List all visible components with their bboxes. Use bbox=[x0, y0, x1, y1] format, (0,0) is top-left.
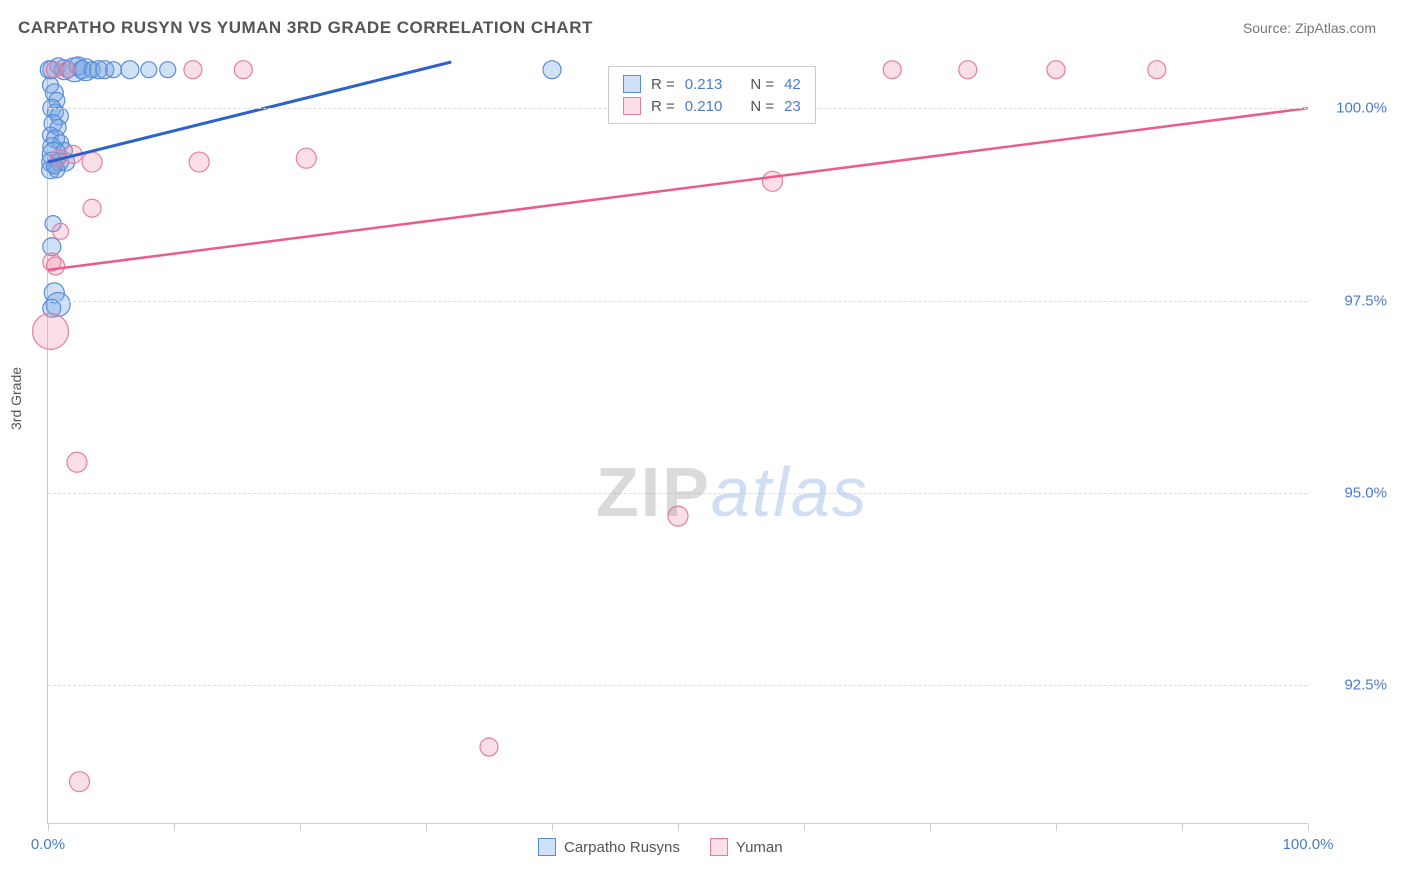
data-point bbox=[33, 313, 69, 349]
correlation-legend: R = 0.213 N = 42 R = 0.210 N = 23 bbox=[608, 66, 816, 124]
x-tick bbox=[1308, 823, 1309, 831]
y-axis-label: 3rd Grade bbox=[8, 367, 24, 430]
series-legend-item: Yuman bbox=[710, 838, 783, 856]
legend-row: R = 0.210 N = 23 bbox=[623, 95, 801, 117]
y-tick-label: 95.0% bbox=[1317, 485, 1387, 502]
x-tick bbox=[804, 823, 805, 831]
x-tick bbox=[300, 823, 301, 831]
x-tick-label: 0.0% bbox=[31, 836, 65, 853]
data-point bbox=[121, 61, 139, 79]
legend-n-label: N = bbox=[750, 76, 774, 93]
legend-n-value: 23 bbox=[784, 98, 801, 115]
data-point bbox=[160, 62, 176, 78]
x-tick bbox=[1056, 823, 1057, 831]
data-point bbox=[959, 61, 977, 79]
x-tick bbox=[426, 823, 427, 831]
plot-area: 92.5%95.0%97.5%100.0%0.0%100.0% ZIPatlas… bbox=[47, 62, 1307, 824]
grid-line bbox=[48, 493, 1307, 494]
series-legend: Carpatho Rusyns Yuman bbox=[538, 838, 783, 856]
x-tick bbox=[552, 823, 553, 831]
x-tick bbox=[678, 823, 679, 831]
data-point bbox=[106, 62, 122, 78]
data-point bbox=[234, 61, 252, 79]
legend-swatch bbox=[623, 97, 641, 115]
grid-line bbox=[48, 685, 1307, 686]
chart-header: CARPATHO RUSYN VS YUMAN 3RD GRADE CORREL… bbox=[0, 0, 1406, 46]
data-point bbox=[480, 738, 498, 756]
y-tick-label: 100.0% bbox=[1317, 100, 1387, 117]
legend-r-value: 0.213 bbox=[685, 76, 723, 93]
legend-swatch bbox=[623, 75, 641, 93]
data-point bbox=[70, 772, 90, 792]
data-point bbox=[82, 152, 102, 172]
legend-n-value: 42 bbox=[784, 76, 801, 93]
source-label: Source: ZipAtlas.com bbox=[1243, 20, 1376, 36]
scatter-svg bbox=[48, 62, 1307, 823]
data-point bbox=[763, 171, 783, 191]
x-tick bbox=[48, 823, 49, 831]
legend-r-value: 0.210 bbox=[685, 98, 723, 115]
data-point bbox=[189, 152, 209, 172]
trend-line bbox=[48, 108, 1308, 270]
data-point bbox=[668, 506, 688, 526]
data-point bbox=[59, 62, 75, 78]
series-name: Carpatho Rusyns bbox=[564, 839, 680, 856]
x-tick bbox=[930, 823, 931, 831]
legend-r-label: R = bbox=[651, 76, 675, 93]
data-point bbox=[141, 62, 157, 78]
data-point bbox=[543, 61, 561, 79]
data-point bbox=[296, 148, 316, 168]
chart-title: CARPATHO RUSYN VS YUMAN 3RD GRADE CORREL… bbox=[18, 18, 593, 38]
x-tick-label: 100.0% bbox=[1283, 836, 1334, 853]
legend-n-label: N = bbox=[750, 98, 774, 115]
x-tick bbox=[174, 823, 175, 831]
grid-line bbox=[48, 301, 1307, 302]
legend-swatch bbox=[538, 838, 556, 856]
y-tick-label: 92.5% bbox=[1317, 677, 1387, 694]
legend-r-label: R = bbox=[651, 98, 675, 115]
x-tick bbox=[1182, 823, 1183, 831]
data-point bbox=[67, 452, 87, 472]
data-point bbox=[53, 223, 69, 239]
legend-row: R = 0.213 N = 42 bbox=[623, 73, 801, 95]
series-name: Yuman bbox=[736, 839, 783, 856]
data-point bbox=[47, 257, 65, 275]
data-point bbox=[1047, 61, 1065, 79]
series-legend-item: Carpatho Rusyns bbox=[538, 838, 680, 856]
data-point bbox=[883, 61, 901, 79]
data-point bbox=[83, 199, 101, 217]
y-tick-label: 97.5% bbox=[1317, 292, 1387, 309]
data-point bbox=[1148, 61, 1166, 79]
data-point bbox=[184, 61, 202, 79]
legend-swatch bbox=[710, 838, 728, 856]
